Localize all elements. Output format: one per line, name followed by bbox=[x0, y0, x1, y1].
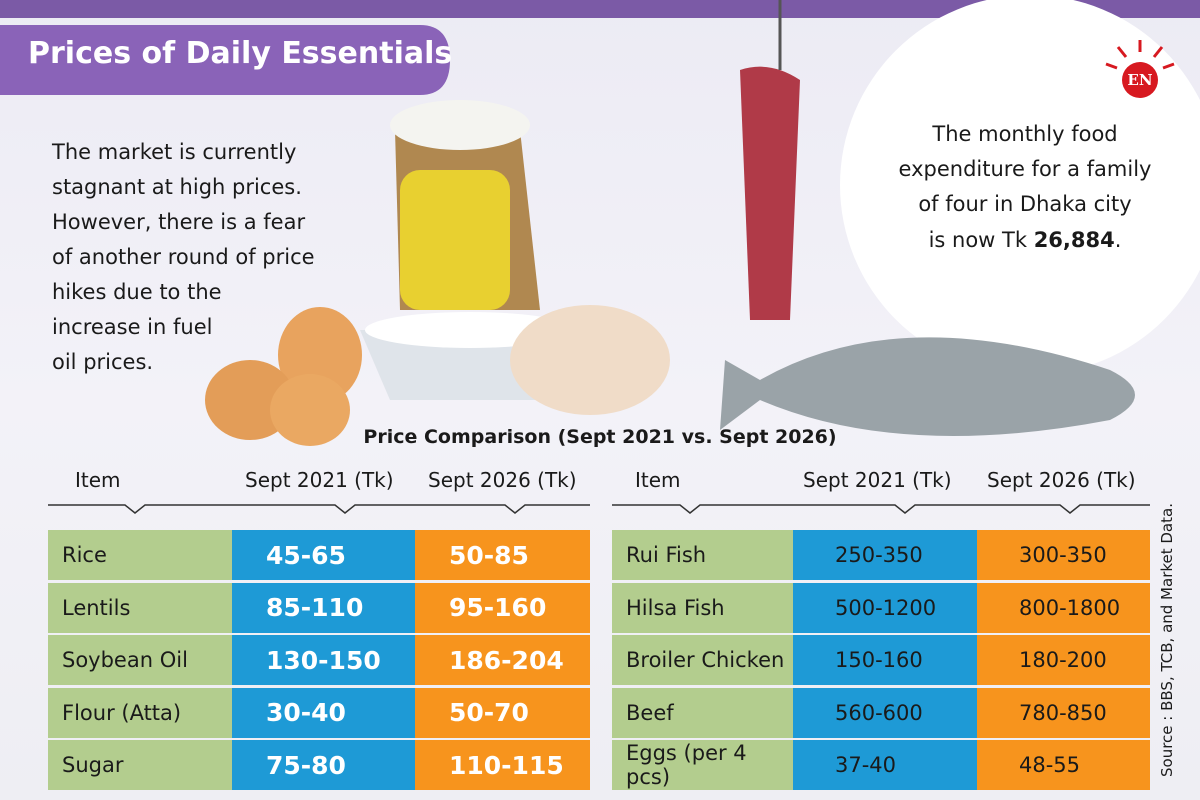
item-cell: Hilsa Fish bbox=[612, 582, 793, 633]
callout-text: . bbox=[1114, 228, 1122, 252]
intro-line: of another round of price bbox=[52, 245, 315, 269]
chicken bbox=[510, 305, 670, 415]
price-cell: 110-115 bbox=[415, 740, 590, 790]
column-header: Item bbox=[635, 468, 681, 492]
item-cell: Beef bbox=[612, 687, 793, 738]
callout-line: is now Tk 26,884. bbox=[845, 228, 1200, 252]
price-cell: 180-200 bbox=[977, 635, 1150, 685]
intro-line: stagnant at high prices. bbox=[52, 175, 302, 199]
top-strip bbox=[0, 0, 1200, 18]
table-title: Price Comparison (Sept 2021 vs. Sept 202… bbox=[363, 426, 837, 448]
price-cell: 95-160 bbox=[415, 582, 590, 633]
intro-line: oil prices. bbox=[52, 350, 154, 374]
fish bbox=[720, 337, 1135, 436]
price-cell: 300-350 bbox=[977, 530, 1150, 580]
price-cell: 780-850 bbox=[977, 687, 1150, 738]
callout-line: The monthly food bbox=[932, 122, 1118, 146]
logo-rays bbox=[1105, 40, 1175, 70]
price-cell: 186-204 bbox=[415, 635, 590, 685]
item-cell: Soybean Oil bbox=[48, 635, 232, 685]
column-header: Sept 2026 (Tk) bbox=[987, 468, 1136, 492]
price-cell: 150-160 bbox=[793, 635, 977, 685]
price-cell: 500-1200 bbox=[793, 582, 977, 633]
callout-circle bbox=[840, 0, 1200, 375]
source: Source : BBS, TCB, and Market Data. bbox=[1158, 503, 1176, 777]
price-cell: 560-600 bbox=[793, 687, 977, 738]
title-banner bbox=[0, 25, 450, 95]
item-cell: Flour (Atta) bbox=[48, 687, 232, 738]
callout-line: of four in Dhaka city bbox=[918, 192, 1132, 216]
intro-line: hikes due to the bbox=[52, 280, 222, 304]
column-header: Sept 2021 (Tk) bbox=[245, 468, 394, 492]
header-rules bbox=[48, 504, 1150, 514]
column-header: Item bbox=[75, 468, 121, 492]
egg bbox=[270, 374, 350, 446]
price-cell: 800-1800 bbox=[977, 582, 1150, 633]
column-header: Sept 2026 (Tk) bbox=[428, 468, 577, 492]
item-cell: Rui Fish bbox=[612, 530, 793, 580]
item-cell: Lentils bbox=[48, 582, 232, 633]
callout-line: expenditure for a family bbox=[898, 157, 1152, 181]
item-cell: Sugar bbox=[48, 740, 232, 790]
price-cell: 50-70 bbox=[415, 687, 590, 738]
price-cell: 75-80 bbox=[232, 740, 415, 790]
callout-highlight: 26,884 bbox=[1033, 228, 1115, 252]
title: Prices of Daily Essentials bbox=[28, 36, 453, 71]
oil-bottle bbox=[400, 170, 510, 310]
meat bbox=[740, 66, 800, 321]
intro-line: increase in fuel bbox=[52, 315, 213, 339]
price-cell: 85-110 bbox=[232, 582, 415, 633]
price-cell: 250-350 bbox=[793, 530, 977, 580]
item-cell: Eggs (per 4 pcs) bbox=[612, 740, 793, 790]
price-cell: 50-85 bbox=[415, 530, 590, 580]
rice bbox=[390, 100, 530, 150]
price-cell: 130-150 bbox=[232, 635, 415, 685]
intro-line: The market is currently bbox=[52, 140, 297, 164]
column-header: Sept 2021 (Tk) bbox=[803, 468, 952, 492]
price-cell: 37-40 bbox=[793, 740, 977, 790]
intro-line: However, there is a fear bbox=[52, 210, 306, 234]
item-cell: Rice bbox=[48, 530, 232, 580]
item-cell: Broiler Chicken bbox=[612, 635, 793, 685]
price-cell: 48-55 bbox=[977, 740, 1150, 790]
callout-text: is now Tk bbox=[928, 228, 1034, 252]
price-cell: 45-65 bbox=[232, 530, 415, 580]
price-cell: 30-40 bbox=[232, 687, 415, 738]
logo: EN bbox=[1122, 62, 1158, 98]
